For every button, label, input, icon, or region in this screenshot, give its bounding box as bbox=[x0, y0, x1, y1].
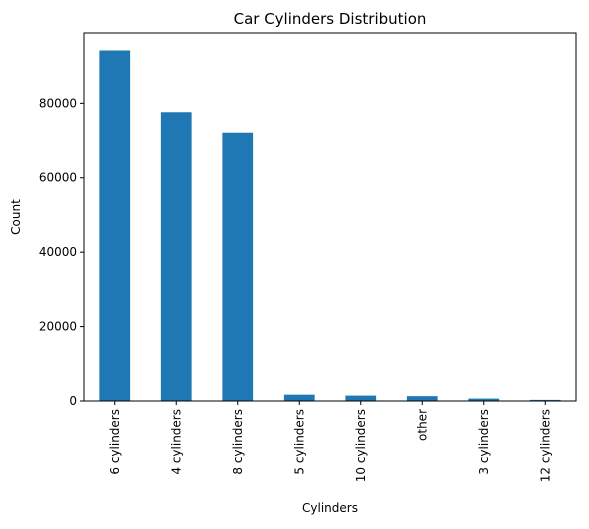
x-tick-label: other bbox=[415, 409, 429, 441]
y-tick-label: 40000 bbox=[39, 245, 77, 259]
y-tick-label: 0 bbox=[69, 394, 77, 408]
bar-12-cylinders bbox=[529, 399, 561, 401]
x-axis: 6 cylinders 4 cylinders 8 cylinders 5 cylin… bbox=[108, 401, 552, 482]
bars-layer bbox=[99, 50, 561, 402]
y-tick-label: 80000 bbox=[39, 96, 77, 110]
bar-8-cylinders bbox=[222, 132, 254, 401]
x-tick-label: 4 cylinders bbox=[169, 409, 183, 475]
y-tick-label: 20000 bbox=[39, 320, 77, 334]
x-tick-label: 12 cylinders bbox=[538, 409, 552, 482]
y-axis-label: Count bbox=[9, 199, 23, 235]
bar-6-cylinders bbox=[99, 50, 131, 401]
x-tick-label: 8 cylinders bbox=[231, 409, 245, 475]
bar-4-cylinders bbox=[160, 112, 192, 402]
bar-other bbox=[406, 396, 438, 401]
y-axis: 0 20000 40000 60000 80000 bbox=[39, 96, 84, 408]
x-tick-label: 3 cylinders bbox=[477, 409, 491, 475]
bar-10-cylinders bbox=[345, 395, 377, 401]
x-tick-label: 5 cylinders bbox=[292, 409, 306, 475]
x-tick-label: 6 cylinders bbox=[108, 409, 122, 475]
chart-title: Car Cylinders Distribution bbox=[234, 10, 427, 28]
x-axis-label: Cylinders bbox=[302, 501, 358, 515]
plot-frame bbox=[83, 32, 577, 402]
y-tick-label: 60000 bbox=[39, 171, 77, 185]
bar-5-cylinders bbox=[283, 394, 315, 401]
x-tick-label: 10 cylinders bbox=[354, 409, 368, 482]
bar-3-cylinders bbox=[468, 398, 500, 401]
